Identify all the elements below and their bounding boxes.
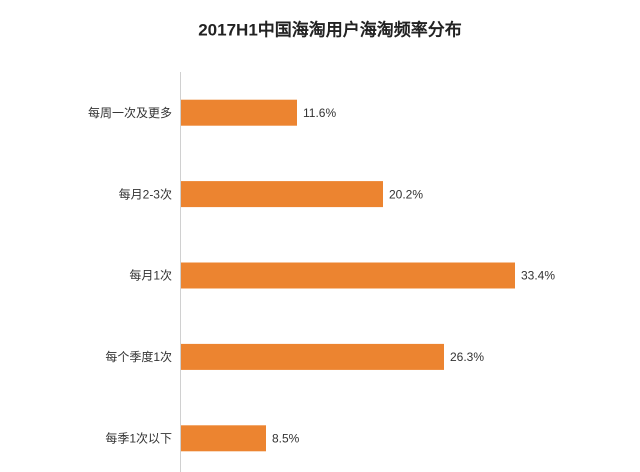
- value-label: 11.6%: [303, 106, 336, 120]
- value-label: 33.4%: [521, 269, 555, 283]
- category-label: 每个季度1次: [105, 349, 172, 364]
- chart-title: 2017H1中国海淘用户海淘频率分布: [198, 19, 462, 39]
- bar: [181, 99, 297, 126]
- category-label: 每周一次及更多: [88, 105, 172, 120]
- category-label: 每月2-3次: [119, 186, 172, 201]
- bar: [181, 343, 444, 370]
- value-label: 20.2%: [389, 187, 423, 201]
- bar: [181, 181, 383, 208]
- bar: [181, 262, 515, 289]
- category-label: 每季1次以下: [105, 430, 172, 445]
- category-label: 每月1次: [129, 268, 172, 283]
- bar: [181, 425, 266, 452]
- value-label: 8.5%: [272, 431, 300, 445]
- value-label: 26.3%: [450, 350, 484, 364]
